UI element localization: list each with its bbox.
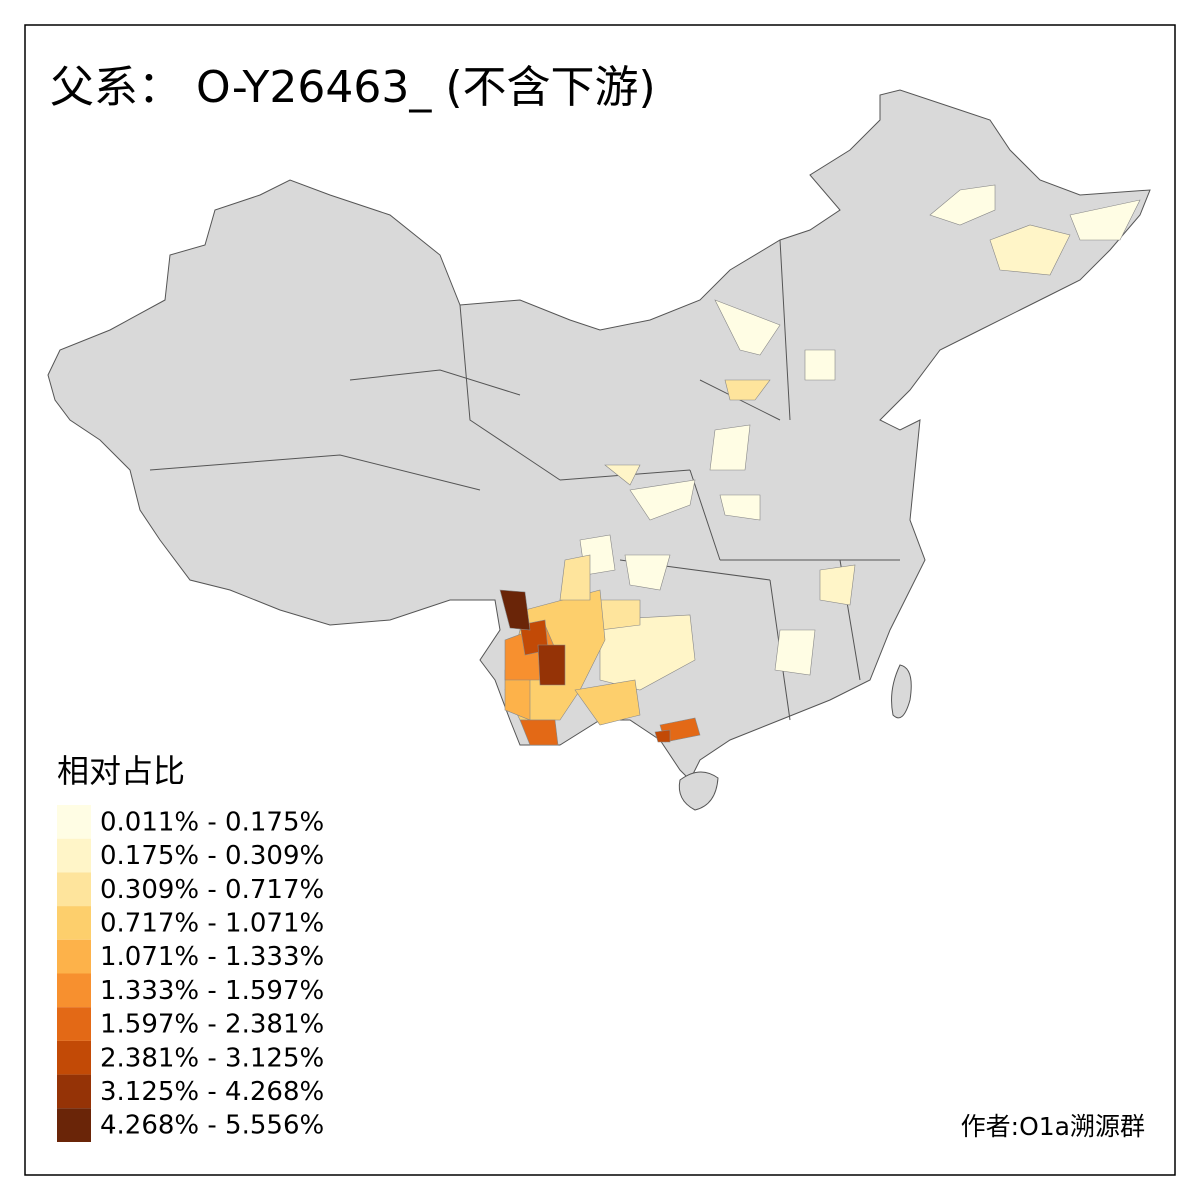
map-title: 父系： O-Y26463_ (不含下游) — [50, 62, 656, 113]
legend-label: 0.175% - 0.309% — [100, 841, 324, 871]
legend-swatch — [57, 805, 91, 839]
legend-swatch — [57, 939, 91, 974]
legend-label: 4.268% - 5.556% — [100, 1111, 324, 1141]
region — [519, 719, 559, 746]
region — [624, 554, 671, 591]
region — [819, 564, 856, 606]
credit: 作者:O1a溯源群 — [961, 1112, 1145, 1141]
legend-label: 1.333% - 1.597% — [100, 976, 324, 1006]
legend-swatch — [57, 906, 91, 940]
taiwan — [891, 664, 912, 719]
legend-swatch — [57, 1007, 91, 1041]
highlight-regions — [499, 184, 1141, 746]
region — [499, 589, 531, 631]
legend-label: 3.125% - 4.268% — [100, 1077, 324, 1107]
region — [654, 729, 671, 743]
legend-label: 0.717% - 1.071% — [100, 908, 324, 938]
legend-label: 0.309% - 0.717% — [100, 875, 324, 905]
legend-swatch — [57, 1074, 91, 1109]
legend-label: 0.011% - 0.175% — [100, 807, 324, 837]
legend: 0.011% - 0.175% 0.175% - 0.309% 0.309% - 0… — [57, 805, 324, 1142]
region — [989, 224, 1071, 276]
region — [1069, 199, 1141, 241]
region — [599, 614, 696, 691]
region — [559, 554, 591, 601]
country-outline — [47, 89, 1151, 781]
region — [929, 184, 996, 226]
legend-label: 1.597% - 2.381% — [100, 1010, 324, 1040]
region — [804, 349, 836, 381]
region — [719, 494, 761, 521]
legend-label: 1.071% - 1.333% — [100, 942, 324, 972]
legend-title: 相对占比 — [57, 752, 185, 790]
region — [774, 629, 816, 676]
legend-swatch — [57, 973, 91, 1008]
legend-swatch — [57, 1108, 91, 1142]
region — [604, 464, 641, 486]
region — [574, 679, 641, 726]
legend-swatch — [57, 838, 91, 873]
region — [709, 424, 751, 471]
legend-label: 2.381% - 3.125% — [100, 1043, 324, 1073]
legend-swatch — [57, 1040, 91, 1075]
legend-swatch — [57, 872, 91, 907]
region — [724, 379, 771, 401]
region — [537, 644, 566, 686]
region — [714, 299, 781, 356]
hainan — [678, 771, 719, 811]
region — [629, 479, 696, 521]
